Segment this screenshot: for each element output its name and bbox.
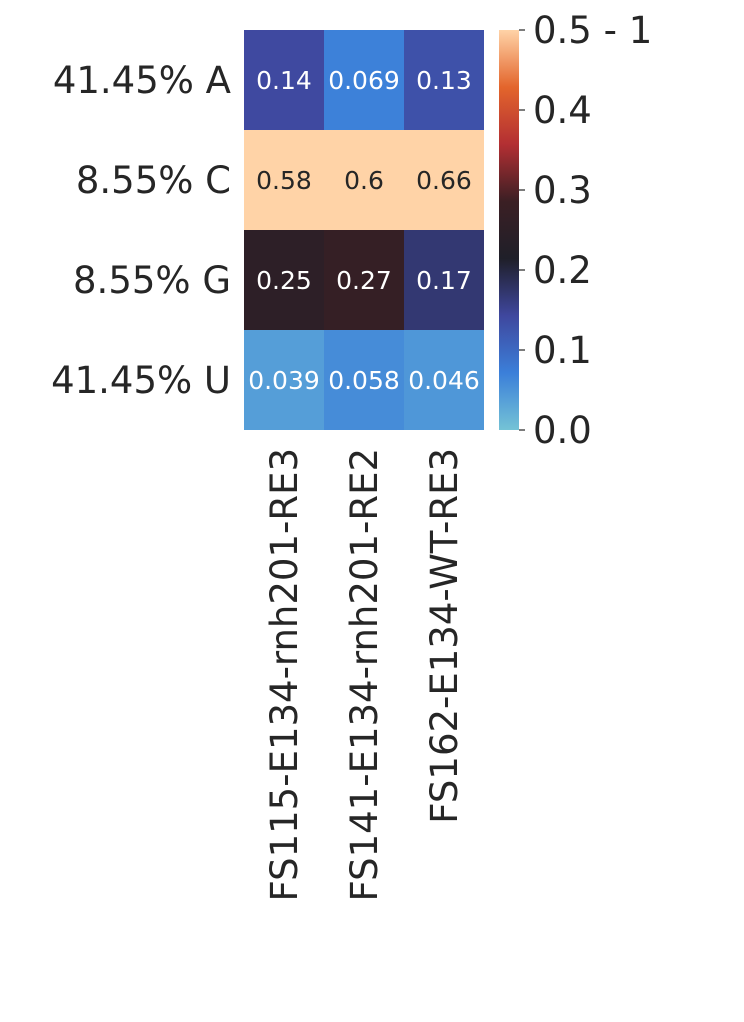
cell-annotation-r1-c0: 0.58 (256, 166, 312, 195)
colorbar-tick-label: 0.0 (533, 409, 592, 452)
heatmap-cell-r1-c2 (404, 130, 484, 230)
cell-annotation-r0-c2: 0.13 (416, 66, 472, 95)
heatmap-cell-r0-c0 (244, 30, 324, 130)
heatmap-cell-r3-c0 (244, 330, 324, 430)
heatmap-cell-r3-c1 (324, 330, 404, 430)
heatmap-cells (244, 30, 484, 430)
row-label: 41.45% A (53, 59, 231, 102)
cell-annotation-r3-c0: 0.039 (248, 366, 320, 395)
heatmap-cell-r0-c2 (404, 30, 484, 130)
cell-annotation-r3-c2: 0.046 (408, 366, 480, 395)
column-label: FS141-E134-rnh201-RE2 (343, 448, 386, 902)
cell-annotation-r1-c2: 0.66 (416, 166, 472, 195)
row-label: 8.55% G (73, 259, 231, 302)
heatmap-cell-r2-c2 (404, 230, 484, 330)
heatmap-cell-r2-c1 (324, 230, 404, 330)
column-label: FS162-E134-WT-RE3 (423, 448, 466, 824)
heatmap-cell-r2-c0 (244, 230, 324, 330)
row-labels: 41.45% A 8.55% C 8.55% G 41.45% U (51, 59, 231, 402)
column-label: FS115-E134-rnh201-RE3 (263, 448, 306, 902)
colorbar-tick-label: 0.3 (533, 169, 592, 212)
cell-annotation-r0-c1: 0.069 (328, 66, 400, 95)
colorbar: 0.0 0.1 0.2 0.3 0.4 0.5 - 1 (499, 9, 652, 452)
colorbar-tick-label: 0.2 (533, 249, 592, 292)
heatmap-cell-r1-c1 (324, 130, 404, 230)
cell-annotation-r2-c0: 0.25 (256, 266, 312, 295)
heatmap-cell-r3-c2 (404, 330, 484, 430)
cell-annotation-r1-c1: 0.6 (344, 166, 384, 195)
colorbar-tick-label: 0.4 (533, 89, 592, 132)
heatmap-annotations: 0.14 0.069 0.13 0.58 0.6 0.66 0.25 0.27 0.17 0.03… (248, 66, 480, 395)
cell-annotation-r0-c0: 0.14 (256, 66, 312, 95)
row-label: 41.45% U (51, 359, 231, 402)
colorbar-tick-label: 0.5 - 1 (533, 9, 652, 52)
cell-annotation-r3-c1: 0.058 (328, 366, 400, 395)
row-label: 8.55% C (76, 159, 231, 202)
cell-annotation-r2-c1: 0.27 (336, 266, 392, 295)
cell-annotation-r2-c2: 0.17 (416, 266, 472, 295)
heatmap-cell-r1-c0 (244, 130, 324, 230)
heatmap-cell-r0-c1 (324, 30, 404, 130)
colorbar-gradient (499, 30, 519, 430)
colorbar-tick-label: 0.1 (533, 329, 592, 372)
column-labels: FS115-E134-rnh201-RE3 FS141-E134-rnh201-R… (263, 448, 466, 902)
